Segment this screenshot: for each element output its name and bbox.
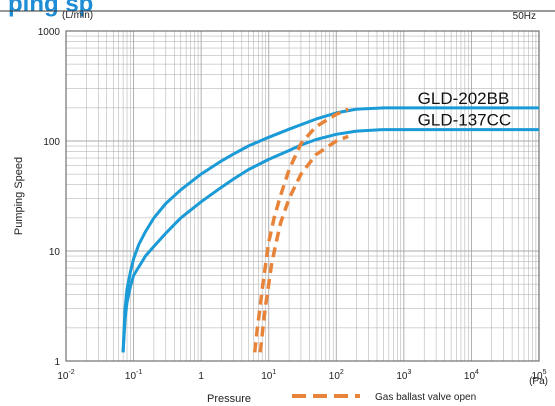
gas-ballast-curve-3 <box>258 134 349 353</box>
legend-dashed-label: Gas ballast valve open <box>375 392 476 403</box>
title-fragment: ping sp <box>8 0 93 17</box>
speed-curve-1 <box>121 128 539 353</box>
curve-label: GLD-137CC <box>418 111 512 130</box>
frequency-label: 50Hz <box>513 11 536 22</box>
curve-label: GLD-202BB <box>418 89 510 108</box>
x-tick-label: 102 <box>329 369 344 382</box>
curve-labels: GLD-202BB GLD-137CC <box>418 89 512 130</box>
x-tick-label: 1 <box>198 371 204 382</box>
x-unit-label: (Pa) <box>529 376 548 387</box>
x-tick-label: 103 <box>396 369 411 382</box>
x-tick-label: 105 <box>531 369 546 382</box>
y-tick-label: 10 <box>49 247 61 258</box>
x-tick-label: 101 <box>261 369 276 382</box>
y-tick-label: 1 <box>54 357 60 368</box>
y-tick-label: 100 <box>43 137 60 148</box>
speed-curve-0 <box>121 106 539 353</box>
x-tick-labels: 10-2 10-1 1 101 102 103 104 105 <box>57 369 546 382</box>
y-tick-labels: 1 10 100 1000 <box>38 27 61 368</box>
gas-ballast-curve-2 <box>252 107 349 353</box>
x-tick-label: 10-2 <box>57 369 74 382</box>
plot-frame <box>65 30 540 362</box>
x-axis-title: Pressure <box>207 393 251 405</box>
series-group <box>121 106 539 353</box>
y-tick-label: 1000 <box>38 27 61 38</box>
grid <box>65 31 539 362</box>
y-unit-label: (L/min) <box>62 10 93 21</box>
x-tick-label: 10-1 <box>125 369 142 382</box>
x-tick-label: 104 <box>464 369 479 382</box>
y-axis-title: Pumping Speed <box>13 157 25 235</box>
